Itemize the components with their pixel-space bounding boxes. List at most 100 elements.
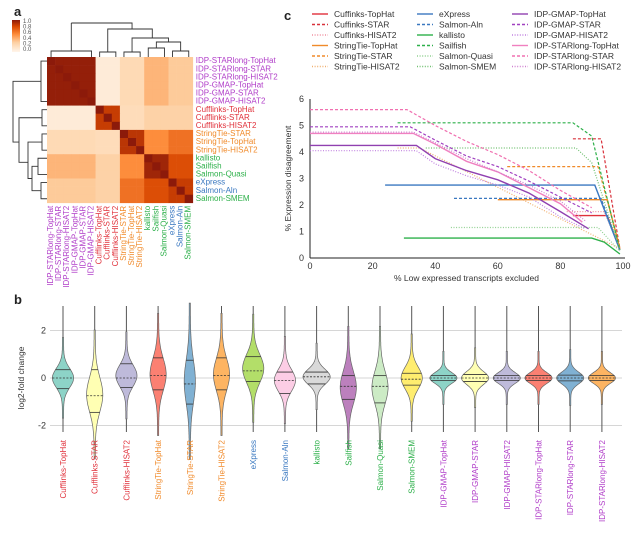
violin-category-label: kallisto [313, 439, 322, 464]
heatmap-cell [95, 97, 104, 106]
colorbar-tick: 0.0 [23, 47, 32, 53]
heatmap-cell [103, 186, 113, 195]
dendrogram-branch [12, 80, 41, 143]
heatmap-cell [71, 73, 80, 82]
heatmap-cell [144, 81, 153, 90]
heatmap-cell [55, 65, 64, 74]
heatmap-cell [152, 194, 161, 204]
heatmap-cell [176, 89, 185, 98]
heatmap-cell [119, 57, 129, 66]
heatmap-cell [71, 194, 80, 204]
legend-entry: eXpress [439, 9, 470, 19]
heatmap-cell [144, 154, 153, 163]
heatmap-cell [128, 57, 137, 66]
heatmap-cell [103, 138, 113, 147]
heatmap-cell [184, 81, 194, 90]
series-line [403, 237, 621, 255]
heatmap-cell [152, 154, 161, 163]
violin-category-label: StringTie-TopHat [154, 439, 163, 500]
legend-entry: Sailfish [439, 41, 467, 51]
heatmap-cell [79, 129, 88, 139]
heatmap-cell [152, 73, 161, 82]
heatmap-cell [128, 138, 137, 147]
heatmap-col-labels: IDP-STARlong-TopHat IDP-STARlong-STAR IDP-… [46, 205, 193, 288]
heatmap-cell [136, 178, 145, 187]
violin-category-label: Cufflinks-TopHat [59, 439, 68, 498]
heatmap-cell [63, 105, 72, 114]
heatmap-row-label: StringTie-TopHat [196, 137, 257, 146]
violin-category-label: Salmon-SMEM [408, 440, 417, 494]
heatmap-cell [136, 146, 145, 155]
heatmap-cell [136, 162, 145, 171]
heatmap-cell [176, 170, 185, 179]
heatmap-cell [71, 154, 80, 163]
heatmap-cell [47, 170, 56, 179]
legend-entry: StringTie-STAR [334, 51, 393, 61]
heatmap-cell [160, 162, 169, 171]
y-tick-label: 2 [299, 200, 304, 210]
heatmap-cell [111, 81, 121, 90]
heatmap-cell [160, 186, 169, 195]
heatmap-cell [47, 194, 56, 204]
heatmap-cell [144, 138, 153, 147]
heatmap-cell [95, 170, 104, 179]
heatmap-cell [111, 138, 121, 147]
heatmap-cell [111, 89, 121, 98]
heatmap-cell [128, 178, 137, 187]
heatmap-cell [144, 89, 153, 98]
heatmap-cell [87, 154, 96, 163]
heatmap-cell [184, 73, 194, 82]
x-axis-title: % Low expressed transcripts excluded [394, 273, 539, 283]
heatmap-cell [79, 113, 88, 123]
heatmap-cell [47, 154, 56, 163]
heatmap-cell [47, 113, 56, 123]
heatmap-cell [55, 146, 64, 155]
heatmap-cell [95, 57, 104, 66]
heatmap-cell [184, 105, 194, 114]
heatmap-cell [87, 138, 96, 147]
heatmap-cell [79, 89, 88, 98]
heatmap-col-label: Cufflinks-HISAT2 [111, 205, 120, 266]
heatmap-cell [168, 65, 177, 74]
heatmap-cell [168, 97, 177, 106]
heatmap-cell [63, 97, 72, 106]
heatmap-cell [111, 162, 121, 171]
heatmap-cell [63, 89, 72, 98]
dendrogram-branch [172, 50, 190, 57]
heatmap-cell [71, 186, 80, 195]
heatmap-cell [55, 105, 64, 114]
heatmap-cell [119, 73, 129, 82]
heatmap-cell [168, 89, 177, 98]
violin-category-label: Salmon-Aln [281, 440, 290, 481]
violin-panel: 20-2 Cufflinks-TopHat Cufflinks-STAR Cuffl… [16, 302, 622, 522]
legend-entry: kallisto [439, 30, 465, 40]
heatmap-cell [79, 65, 88, 74]
heatmap-cell [103, 65, 113, 74]
heatmap-cell [55, 162, 64, 171]
heatmap-cell [71, 162, 80, 171]
heatmap-row-label: StringTie-STAR [196, 129, 251, 138]
heatmap-cell [103, 73, 113, 82]
heatmap-cell [136, 89, 145, 98]
heatmap-cell [87, 73, 96, 82]
heatmap-cell [136, 194, 145, 204]
y-tick-label: -2 [38, 420, 46, 430]
series-line [310, 131, 586, 222]
heatmap-cell [55, 178, 64, 187]
heatmap-cell [184, 89, 194, 98]
line-chart-legend: Cuffinks-TopHatCuffinks-STARCuffinks-HIS… [312, 9, 621, 72]
heatmap-cell [119, 97, 129, 106]
heatmap-cell [168, 186, 177, 195]
heatmap-row-labels: IDP-STARlong-TopHatIDP-STARlong-STARIDP-… [196, 56, 278, 203]
x-tick-label: 0 [307, 261, 312, 271]
panel-label-c: c [284, 8, 291, 23]
line-chart-series [310, 108, 621, 255]
heatmap-cell [168, 154, 177, 163]
heatmap-cell [136, 121, 145, 131]
legend-entry: Cuffinks-STAR [334, 20, 389, 30]
heatmap-cell [103, 105, 113, 114]
dendrogram-branch [155, 41, 182, 51]
heatmap-cell [136, 186, 145, 195]
heatmap-cell [103, 81, 113, 90]
violin-category-label: IDP-STARlong-TopHat [535, 439, 544, 520]
